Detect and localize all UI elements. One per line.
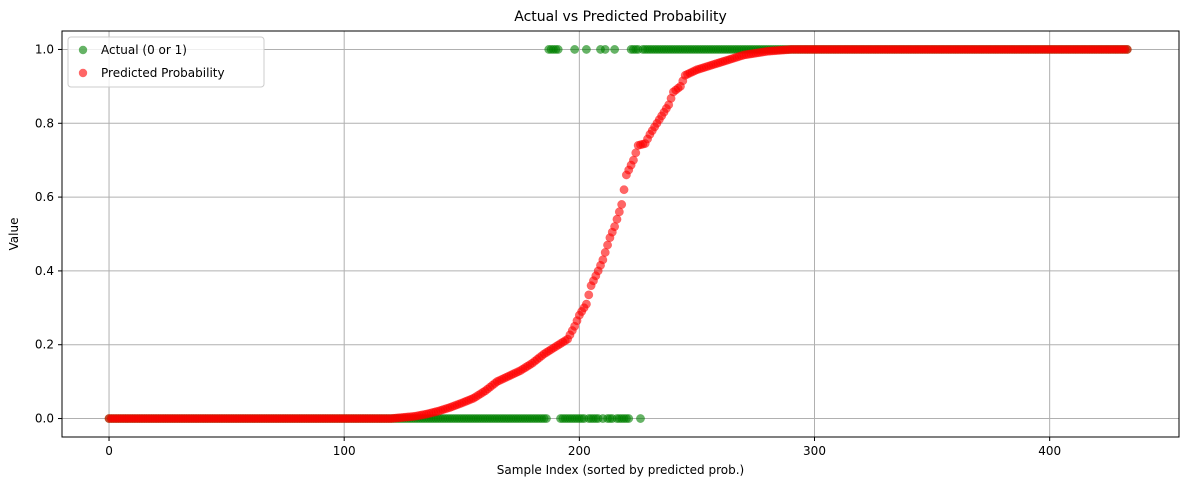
predicted-point [598,255,608,265]
actual-point [553,45,563,54]
y-tick-label: 0.6 [35,190,54,204]
x-tick-label: 200 [568,444,591,458]
ticks-layer: 0 100 200 300 400 0.0 0.2 0.4 0.6 0.8 1.0 [35,42,1061,458]
predicted-point [628,155,638,165]
legend: Actual (0 or 1) Predicted Probability [67,36,265,88]
x-tick-label: 400 [1038,444,1061,458]
predicted-point [1122,45,1132,54]
x-tick-label: 100 [333,444,356,458]
predicted-point [610,222,620,232]
predicted-point [617,200,627,209]
predicted-point [581,299,591,309]
plot-frame [61,30,1180,438]
actual-point [600,45,610,54]
y-tick-label: 0.4 [35,264,54,278]
legend-label-predicted: Predicted Probability [101,66,225,80]
y-tick-label: 0.8 [35,116,54,130]
predicted-point [600,248,610,257]
legend-label-actual: Actual (0 or 1) [101,43,187,57]
actual-point [610,45,620,54]
predicted-point [631,148,641,158]
y-tick-label: 1.0 [35,42,54,56]
y-axis-label: Value [7,218,21,251]
predicted-point [614,207,624,217]
predicted-point [612,214,622,224]
legend-marker-predicted [78,68,88,78]
x-tick-label: 0 [105,444,113,458]
points-layer [104,45,1132,423]
predicted-point [584,290,594,300]
legend-marker-actual [78,45,88,55]
predicted-point [619,185,629,195]
actual-point [636,414,645,423]
actual-point [541,414,551,423]
actual-point [570,45,580,54]
legend-box [67,36,265,88]
x-axis-label: Sample Index (sorted by predicted prob.) [497,463,744,477]
actual-point [624,414,634,423]
grid-layer [62,31,1179,437]
y-tick-label: 0.0 [35,412,54,426]
predicted-point [603,240,613,250]
actual-point [581,45,591,54]
chart-title: Actual vs Predicted Probability [514,9,727,25]
y-tick-label: 0.2 [35,338,54,352]
x-tick-label: 300 [803,444,826,458]
